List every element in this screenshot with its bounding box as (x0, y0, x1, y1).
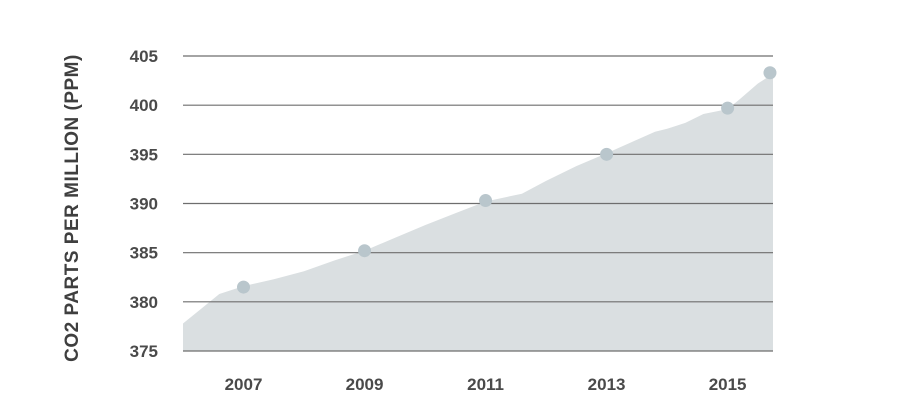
gridlines (183, 55, 773, 352)
x-tick-label: 2009 (346, 375, 384, 394)
y-tick-label: 385 (130, 244, 158, 263)
x-tick-label: 2011 (467, 375, 504, 394)
x-tick-label: 2013 (588, 375, 626, 394)
y-tick-label: 390 (130, 195, 158, 214)
y-axis-label: CO2 PARTS PER MILLION (PPM) (62, 54, 83, 362)
data-point (237, 280, 251, 294)
data-point (600, 147, 614, 161)
y-tick-label: 405 (130, 47, 158, 66)
data-point (721, 101, 735, 115)
co2-area (183, 73, 773, 351)
y-tick-label: 375 (130, 342, 158, 361)
y-tick-label: 400 (130, 96, 158, 115)
y-tick-label: 380 (130, 293, 158, 312)
x-tick-label: 2007 (225, 375, 263, 394)
y-axis-ticks: 375 380 385 390 395 400 405 (130, 47, 158, 361)
data-point (763, 66, 777, 80)
x-tick-label: 2015 (709, 375, 747, 394)
data-points (237, 66, 777, 294)
data-point (479, 194, 493, 208)
data-point (358, 244, 372, 258)
y-tick-label: 395 (130, 145, 158, 164)
x-axis-ticks: 2007 2009 2011 2013 2015 (225, 375, 747, 394)
area-layer (183, 73, 773, 351)
